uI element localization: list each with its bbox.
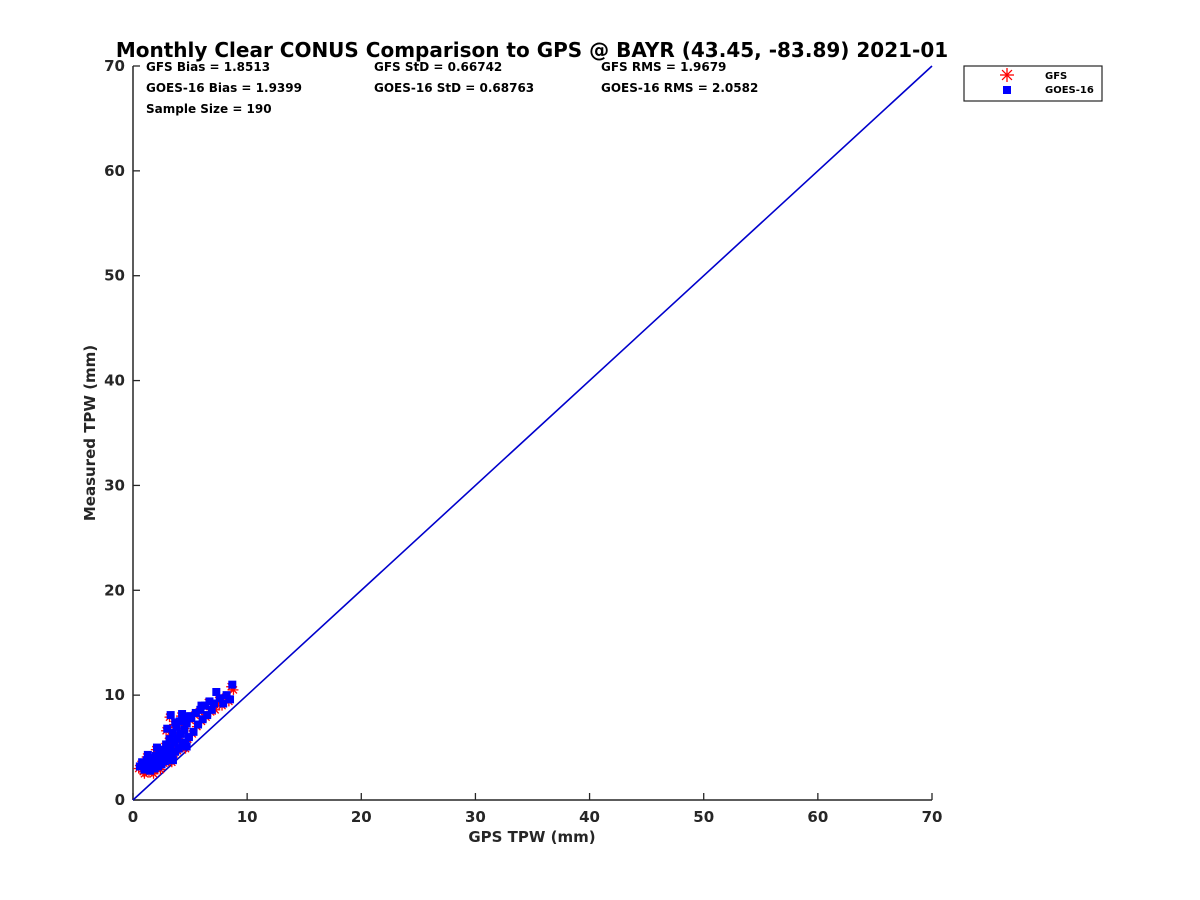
goes16-point <box>176 729 185 738</box>
stat-gfs-bias: GFS Bias = 1.8513 <box>146 60 270 74</box>
legend-goes16-label: GOES-16 <box>1045 85 1094 96</box>
legend-gfs-label: GFS <box>1045 71 1067 82</box>
y-tick-label: 60 <box>104 162 125 180</box>
x-tick-label: 20 <box>351 808 372 826</box>
x-tick-label: 0 <box>128 808 138 826</box>
legend: GFS GOES-16 <box>963 65 1103 102</box>
chart-title: Monthly Clear CONUS Comparison to GPS @ … <box>116 38 948 62</box>
goes16-series <box>135 680 237 775</box>
goes16-point <box>159 751 168 760</box>
x-tick-label: 10 <box>237 808 258 826</box>
goes16-point <box>165 735 174 744</box>
goes16-point <box>173 734 182 743</box>
reference-line-layer <box>132 65 933 801</box>
y-axis-label: Measured TPW (mm) <box>81 345 99 521</box>
stat-sample-size: Sample Size = 190 <box>146 102 272 116</box>
y-tick-label: 10 <box>104 686 125 704</box>
legend-goes16-square-icon <box>1003 86 1011 94</box>
goes16-point <box>196 705 205 714</box>
goes16-point <box>189 727 198 736</box>
goes16-point <box>166 711 175 720</box>
goes16-point <box>175 717 184 726</box>
goes16-point <box>212 687 221 696</box>
goes16-point <box>222 691 231 700</box>
goes16-point <box>158 745 167 754</box>
goes16-point <box>198 715 207 724</box>
stat-gfs-std: GFS StD = 0.66742 <box>374 60 502 74</box>
y-tick-label: 30 <box>104 476 125 494</box>
y-tick-label: 20 <box>104 581 125 599</box>
x-axis-label: GPS TPW (mm) <box>468 828 595 846</box>
legend-gfs-asterisk-shape <box>1000 68 1014 82</box>
stat-goes-std: GOES-16 StD = 0.68763 <box>374 81 534 95</box>
goes16-point <box>184 733 193 742</box>
goes16-point <box>172 722 181 731</box>
goes16-point <box>215 694 224 703</box>
goes16-point <box>181 738 190 747</box>
tick-marks: 0 10 20 30 40 50 60 70 0 10 20 30 40 50 60 70 <box>104 57 942 826</box>
goes16-point <box>162 740 171 749</box>
goes16-point <box>178 710 187 719</box>
goes16-point <box>219 699 228 708</box>
x-tick-label: 50 <box>693 808 714 826</box>
goes16-point <box>186 712 195 721</box>
goes16-point <box>197 701 206 710</box>
goes16-point <box>182 719 191 728</box>
goes16-point <box>168 756 177 765</box>
goes16-point <box>228 680 237 689</box>
y-tick-label: 70 <box>104 57 125 75</box>
goes16-point <box>203 711 212 720</box>
stat-goes-bias: GOES-16 Bias = 1.9399 <box>146 81 302 95</box>
goes16-point <box>163 724 172 733</box>
goes16-point <box>168 728 177 737</box>
axes <box>132 66 932 801</box>
goes16-point <box>210 699 219 708</box>
goes16-point <box>226 695 235 704</box>
stat-goes-rms: GOES-16 RMS = 2.0582 <box>601 81 758 95</box>
goes16-point <box>171 718 180 727</box>
goes16-point <box>146 766 155 775</box>
goes16-point <box>207 705 216 714</box>
goes16-point <box>166 743 175 752</box>
y-tick-label: 40 <box>104 372 125 390</box>
goes16-point <box>180 725 189 734</box>
stat-gfs-rms: GFS RMS = 1.9679 <box>601 60 726 74</box>
goes16-point <box>191 708 200 717</box>
x-tick-label: 30 <box>465 808 486 826</box>
goes16-point <box>135 762 144 771</box>
goes16-point <box>143 750 152 759</box>
legend-box <box>963 65 1103 102</box>
y-tick-label: 50 <box>104 267 125 285</box>
goes16-point <box>163 747 172 756</box>
goes16-point <box>170 738 179 747</box>
goes16-point <box>205 697 214 706</box>
goes16-point <box>194 720 203 729</box>
x-tick-label: 60 <box>807 808 828 826</box>
goes16-point <box>182 742 191 751</box>
x-tick-label: 40 <box>579 808 600 826</box>
x-tick-label: 70 <box>922 808 943 826</box>
y-tick-label: 0 <box>115 791 125 809</box>
goes16-point <box>152 743 161 752</box>
legend-gfs-asterisk-icon <box>1000 68 1014 82</box>
one-to-one-reference-line <box>132 65 933 801</box>
